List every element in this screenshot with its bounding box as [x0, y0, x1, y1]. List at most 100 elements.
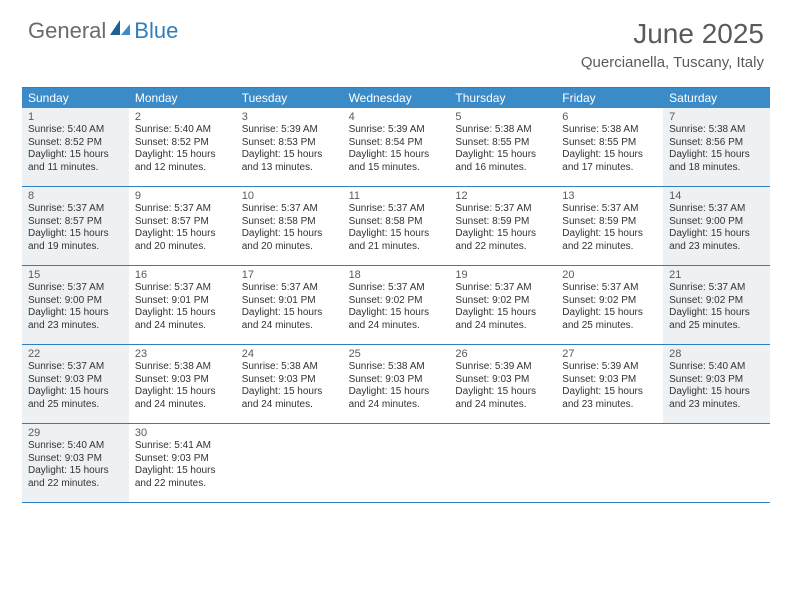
sunset-text: Sunset: 8:54 PM [349, 137, 444, 150]
daylight-text: Daylight: 15 hours [28, 228, 123, 241]
sunset-text: Sunset: 8:58 PM [242, 216, 337, 229]
day-cell [663, 424, 770, 502]
sunset-text: Sunset: 8:52 PM [28, 137, 123, 150]
sunset-text: Sunset: 9:03 PM [562, 374, 657, 387]
day-cell: 26Sunrise: 5:39 AMSunset: 9:03 PMDayligh… [449, 345, 556, 423]
sunset-text: Sunset: 9:01 PM [135, 295, 230, 308]
sunrise-text: Sunrise: 5:40 AM [135, 124, 230, 137]
day-cell: 30Sunrise: 5:41 AMSunset: 9:03 PMDayligh… [129, 424, 236, 502]
daylight-text: Daylight: 15 hours [28, 386, 123, 399]
daylight-text: Daylight: 15 hours [562, 149, 657, 162]
sunset-text: Sunset: 9:03 PM [135, 453, 230, 466]
sunset-text: Sunset: 8:55 PM [562, 137, 657, 150]
sunrise-text: Sunrise: 5:40 AM [28, 440, 123, 453]
daylight-text: and 16 minutes. [455, 162, 550, 175]
daylight-text: and 20 minutes. [135, 241, 230, 254]
daylight-text: and 19 minutes. [28, 241, 123, 254]
day-cell: 29Sunrise: 5:40 AMSunset: 9:03 PMDayligh… [22, 424, 129, 502]
day-cell: 16Sunrise: 5:37 AMSunset: 9:01 PMDayligh… [129, 266, 236, 344]
day-number: 10 [242, 190, 337, 202]
day-number: 27 [562, 348, 657, 360]
dow-label: Sunday [22, 88, 129, 108]
sunset-text: Sunset: 9:02 PM [455, 295, 550, 308]
sunset-text: Sunset: 8:57 PM [135, 216, 230, 229]
day-number: 8 [28, 190, 123, 202]
sunset-text: Sunset: 8:56 PM [669, 137, 764, 150]
daylight-text: Daylight: 15 hours [135, 307, 230, 320]
day-number: 15 [28, 269, 123, 281]
sunrise-text: Sunrise: 5:37 AM [349, 282, 444, 295]
daylight-text: Daylight: 15 hours [349, 228, 444, 241]
daylight-text: and 24 minutes. [455, 399, 550, 412]
day-cell: 4Sunrise: 5:39 AMSunset: 8:54 PMDaylight… [343, 108, 450, 186]
daylight-text: and 24 minutes. [455, 320, 550, 333]
daylight-text: Daylight: 15 hours [669, 307, 764, 320]
sunrise-text: Sunrise: 5:37 AM [242, 282, 337, 295]
sunrise-text: Sunrise: 5:37 AM [135, 203, 230, 216]
day-cell: 9Sunrise: 5:37 AMSunset: 8:57 PMDaylight… [129, 187, 236, 265]
daylight-text: and 12 minutes. [135, 162, 230, 175]
day-number: 12 [455, 190, 550, 202]
day-of-week-header: SundayMondayTuesdayWednesdayThursdayFrid… [22, 88, 770, 108]
location: Quercianella, Tuscany, Italy [581, 54, 764, 71]
day-number: 13 [562, 190, 657, 202]
sunrise-text: Sunrise: 5:38 AM [455, 124, 550, 137]
sunset-text: Sunset: 9:03 PM [669, 374, 764, 387]
sunset-text: Sunset: 8:59 PM [455, 216, 550, 229]
sunrise-text: Sunrise: 5:39 AM [455, 361, 550, 374]
dow-label: Tuesday [236, 88, 343, 108]
sunrise-text: Sunrise: 5:38 AM [242, 361, 337, 374]
day-number: 20 [562, 269, 657, 281]
day-cell [343, 424, 450, 502]
day-cell: 21Sunrise: 5:37 AMSunset: 9:02 PMDayligh… [663, 266, 770, 344]
daylight-text: Daylight: 15 hours [242, 228, 337, 241]
sunrise-text: Sunrise: 5:38 AM [135, 361, 230, 374]
day-cell: 7Sunrise: 5:38 AMSunset: 8:56 PMDaylight… [663, 108, 770, 186]
daylight-text: Daylight: 15 hours [135, 386, 230, 399]
day-number: 11 [349, 190, 444, 202]
day-number: 21 [669, 269, 764, 281]
day-number: 18 [349, 269, 444, 281]
day-cell: 8Sunrise: 5:37 AMSunset: 8:57 PMDaylight… [22, 187, 129, 265]
daylight-text: and 23 minutes. [562, 399, 657, 412]
daylight-text: Daylight: 15 hours [242, 149, 337, 162]
sunset-text: Sunset: 9:03 PM [135, 374, 230, 387]
day-cell: 5Sunrise: 5:38 AMSunset: 8:55 PMDaylight… [449, 108, 556, 186]
sunset-text: Sunset: 8:53 PM [242, 137, 337, 150]
day-cell: 1Sunrise: 5:40 AMSunset: 8:52 PMDaylight… [22, 108, 129, 186]
daylight-text: Daylight: 15 hours [349, 307, 444, 320]
day-cell [556, 424, 663, 502]
logo-sail-icon [110, 20, 132, 43]
daylight-text: and 24 minutes. [135, 399, 230, 412]
day-cell: 2Sunrise: 5:40 AMSunset: 8:52 PMDaylight… [129, 108, 236, 186]
day-cell: 28Sunrise: 5:40 AMSunset: 9:03 PMDayligh… [663, 345, 770, 423]
day-cell [449, 424, 556, 502]
sunrise-text: Sunrise: 5:37 AM [28, 282, 123, 295]
daylight-text: Daylight: 15 hours [135, 465, 230, 478]
day-number: 17 [242, 269, 337, 281]
month-title: June 2025 [581, 18, 764, 50]
daylight-text: Daylight: 15 hours [28, 465, 123, 478]
sunrise-text: Sunrise: 5:38 AM [669, 124, 764, 137]
daylight-text: Daylight: 15 hours [135, 149, 230, 162]
daylight-text: and 13 minutes. [242, 162, 337, 175]
daylight-text: and 22 minutes. [135, 478, 230, 491]
daylight-text: Daylight: 15 hours [28, 307, 123, 320]
day-cell: 18Sunrise: 5:37 AMSunset: 9:02 PMDayligh… [343, 266, 450, 344]
daylight-text: and 20 minutes. [242, 241, 337, 254]
daylight-text: Daylight: 15 hours [562, 386, 657, 399]
sunrise-text: Sunrise: 5:37 AM [669, 282, 764, 295]
sunset-text: Sunset: 9:02 PM [562, 295, 657, 308]
logo-text-blue: Blue [134, 18, 178, 44]
sunrise-text: Sunrise: 5:37 AM [242, 203, 337, 216]
sunrise-text: Sunrise: 5:38 AM [349, 361, 444, 374]
day-cell: 27Sunrise: 5:39 AMSunset: 9:03 PMDayligh… [556, 345, 663, 423]
sunrise-text: Sunrise: 5:39 AM [242, 124, 337, 137]
daylight-text: and 24 minutes. [349, 320, 444, 333]
daylight-text: Daylight: 15 hours [455, 307, 550, 320]
day-number: 1 [28, 111, 123, 123]
sunset-text: Sunset: 9:03 PM [349, 374, 444, 387]
daylight-text: Daylight: 15 hours [669, 149, 764, 162]
sunrise-text: Sunrise: 5:37 AM [562, 282, 657, 295]
week-row: 1 Sunrise: 5:40 AM Sunset: 8:52 PM Daylight… [22, 108, 770, 187]
